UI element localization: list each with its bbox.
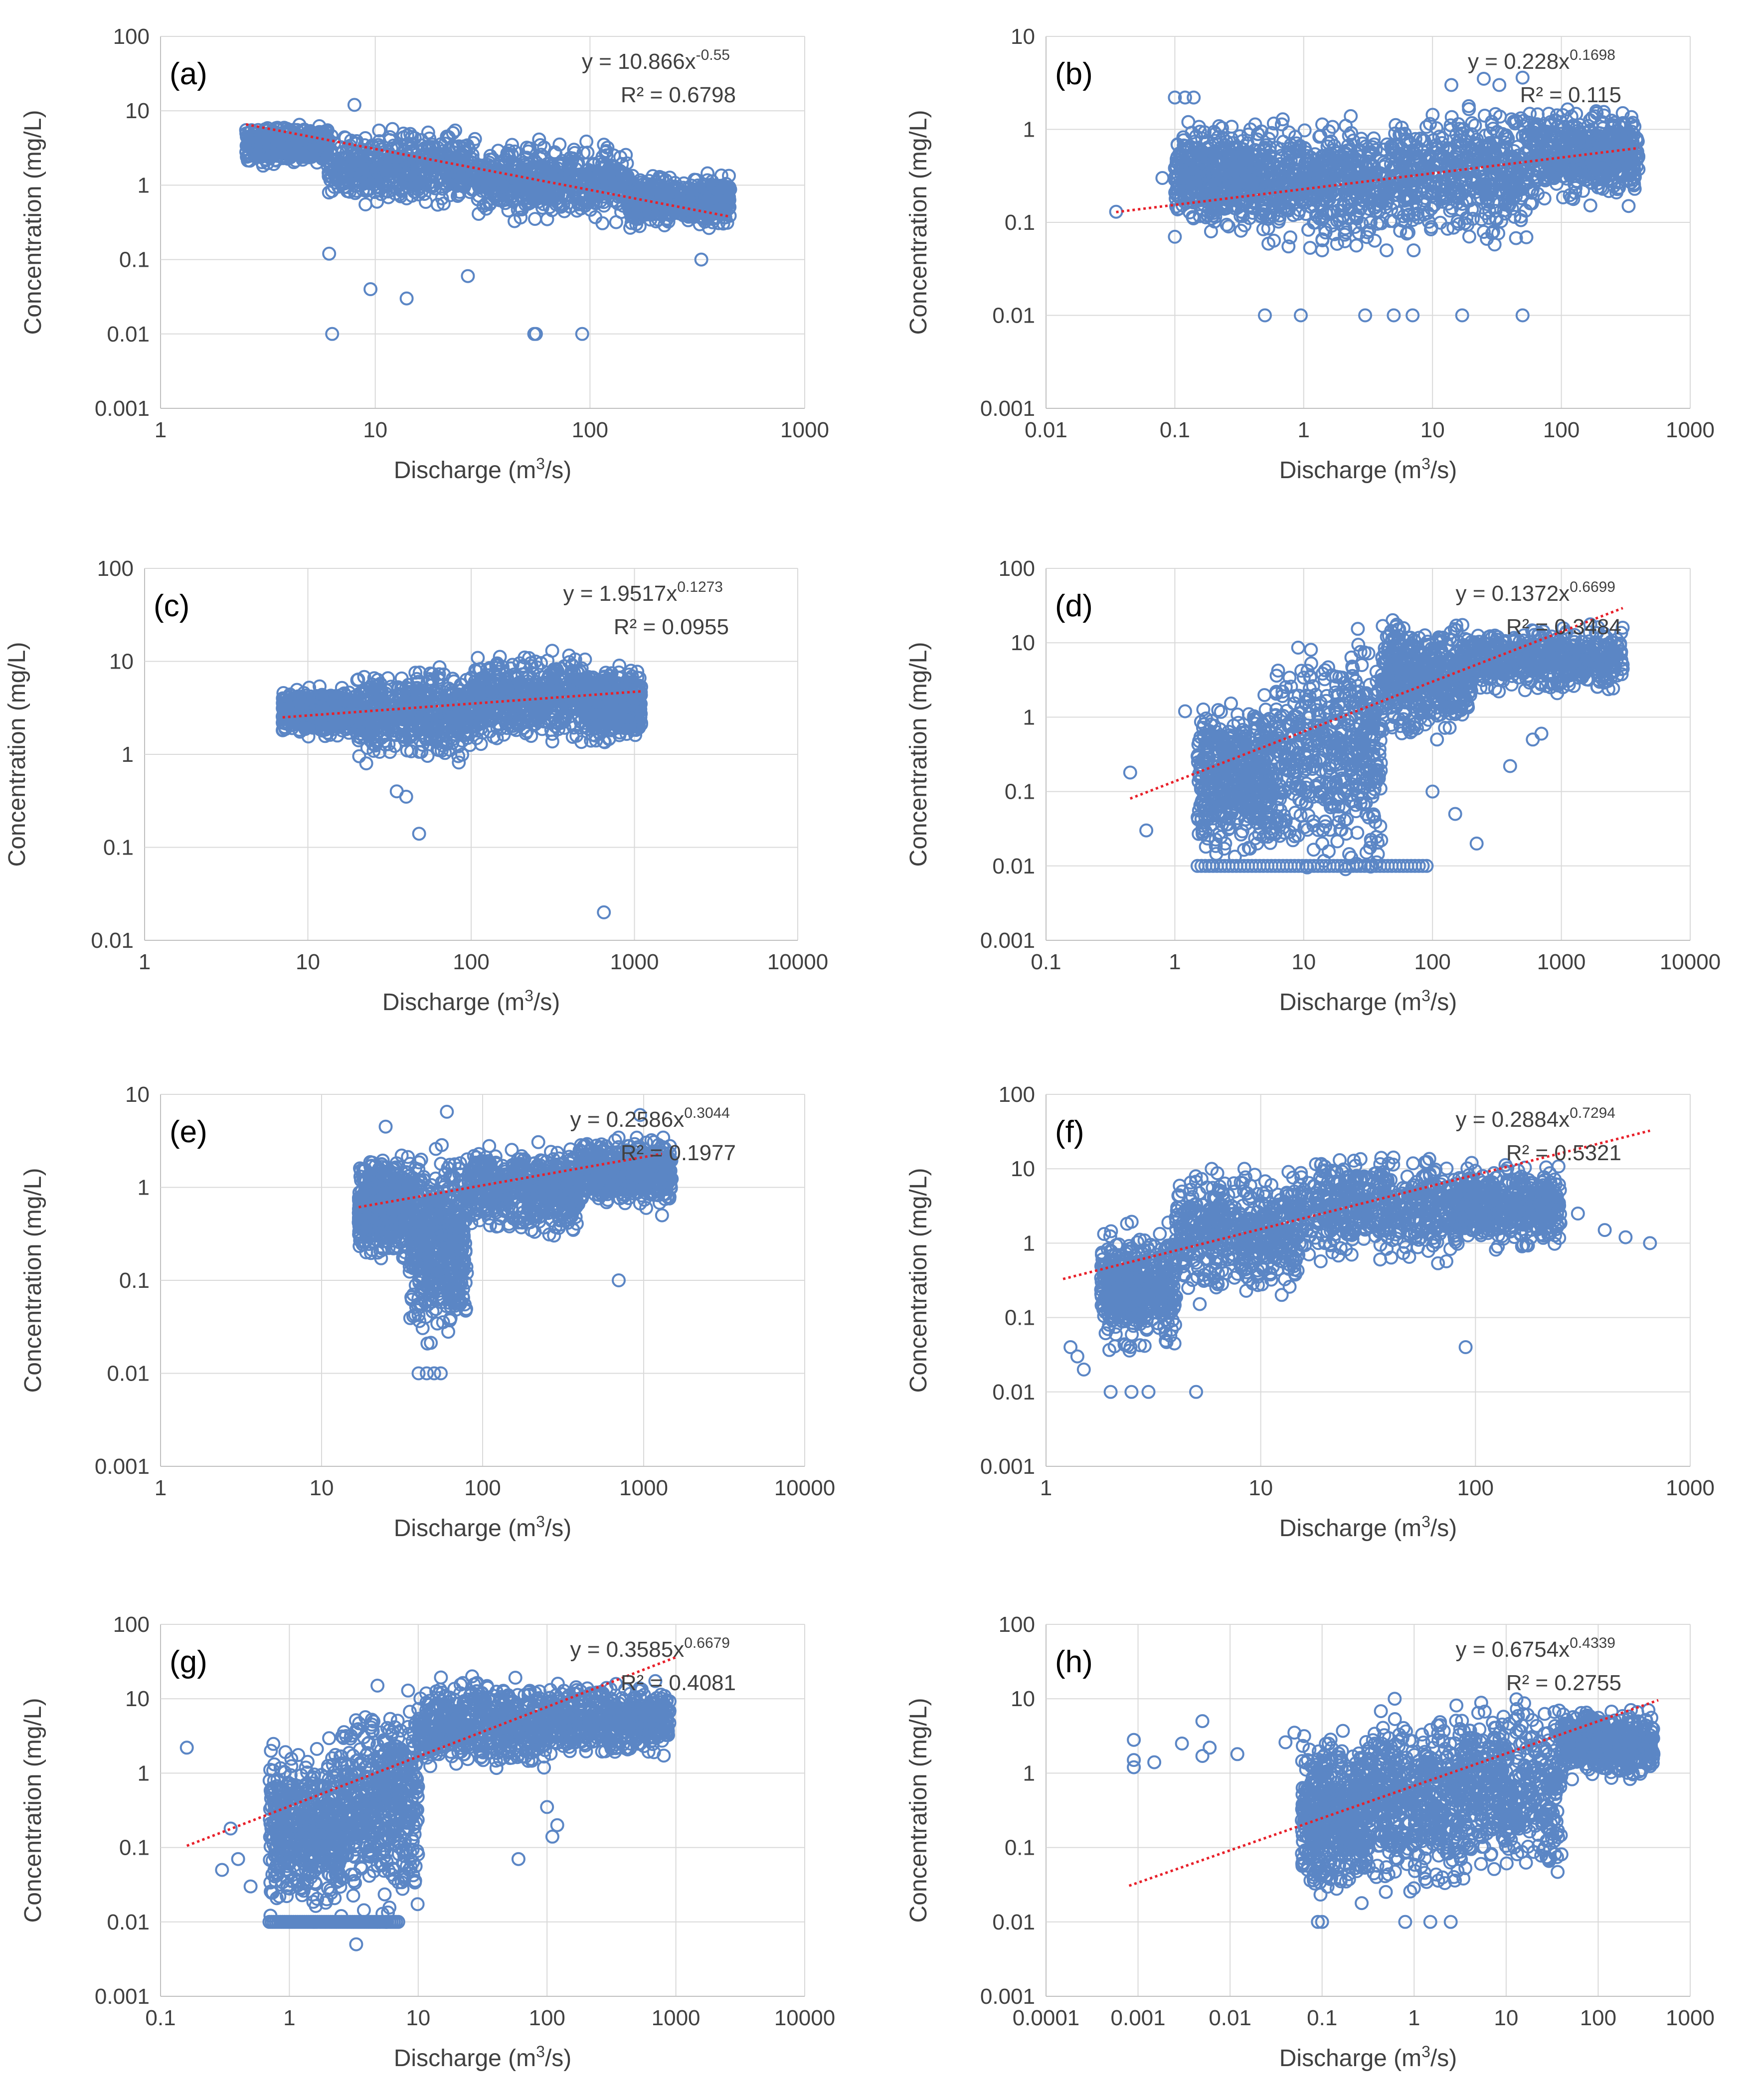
x-axis-label-tail: /s) — [533, 989, 560, 1016]
data-point — [1583, 198, 1597, 213]
data-point — [358, 197, 373, 211]
y-tick-label: 10 — [1011, 24, 1035, 49]
r-squared-label: R² = 0.115 — [1520, 83, 1621, 107]
y-tick-label: 10 — [125, 99, 150, 123]
y-tick-label: 0.01 — [91, 928, 134, 953]
x-tick-label: 100 — [453, 950, 489, 974]
y-tick-label: 0.001 — [980, 396, 1035, 421]
x-axis-label-text: Discharge (m — [1279, 457, 1421, 484]
y-tick-label: 0.1 — [119, 248, 150, 272]
x-axis-label-text: Discharge (m — [394, 457, 536, 484]
data-point — [347, 98, 361, 112]
data-point — [1462, 229, 1476, 244]
data-point — [1406, 243, 1421, 258]
equation-text: y = 0.228x — [1468, 49, 1570, 74]
x-axis-label-tail: /s) — [1430, 457, 1457, 484]
x-tick-label: 10000 — [767, 950, 828, 974]
data-point — [1187, 90, 1201, 105]
x-tick-label: 0.1 — [1160, 418, 1190, 442]
x-tick-label: 1 — [155, 418, 167, 442]
y-tick-label: 0.01 — [992, 304, 1035, 328]
data-point — [1380, 243, 1394, 258]
scatter-series — [239, 98, 737, 341]
y-tick-label: 0.1 — [103, 836, 134, 860]
trendline-equation: y = 0.228x0.1698 — [1468, 47, 1615, 74]
x-tick-label: 10 — [1420, 418, 1445, 442]
x-axis-label-sup: 3 — [1421, 455, 1430, 473]
data-point — [461, 269, 475, 283]
x-tick-label: 100 — [572, 418, 608, 442]
equation-exponent: -0.55 — [696, 47, 730, 63]
equation-exponent: 0.1698 — [1570, 47, 1615, 63]
y-axis-label: Concentration (mg/L) — [4, 642, 30, 867]
data-point — [1477, 72, 1491, 86]
trendline-equation: y = 10.866x-0.55 — [582, 47, 730, 74]
x-axis-label-text: Discharge (m — [382, 989, 525, 1016]
y-tick-label: 100 — [97, 556, 134, 581]
x-axis-label: Discharge (m3/s) — [1279, 455, 1457, 484]
data-point — [385, 122, 400, 136]
y-axis-label: Concentration (mg/L) — [905, 110, 932, 335]
data-point — [1181, 115, 1196, 129]
data-point — [359, 756, 373, 771]
x-tick-label: 10 — [296, 950, 320, 974]
x-axis-label-sup: 3 — [525, 987, 533, 1005]
y-tick-label: 1 — [122, 742, 134, 767]
x-tick-label: 1000 — [780, 418, 829, 442]
data-point — [1155, 171, 1170, 185]
data-point — [1621, 199, 1636, 213]
x-tick-label: 0.01 — [1025, 418, 1067, 442]
x-tick-label: 100 — [1543, 418, 1580, 442]
data-point — [1492, 78, 1507, 92]
y-tick-label: 1 — [1023, 118, 1035, 142]
x-tick-label: 1 — [1298, 418, 1310, 442]
data-point — [399, 291, 414, 306]
data-point — [1349, 238, 1364, 253]
y-tick-label: 0.001 — [95, 396, 150, 421]
data-point — [1303, 241, 1317, 255]
panel-label: (b) — [1055, 57, 1093, 91]
data-point — [1444, 78, 1458, 92]
x-axis-label-tail: /s) — [545, 457, 571, 484]
data-point — [363, 282, 378, 296]
data-point — [528, 212, 542, 226]
panel-label: (a) — [170, 57, 207, 91]
data-point — [322, 246, 337, 261]
x-tick-label: 1000 — [1666, 418, 1715, 442]
data-point — [1297, 123, 1312, 138]
y-tick-label: 0.01 — [107, 322, 150, 347]
y-tick-label: 10 — [109, 650, 134, 674]
y-axis-label: Concentration (mg/L) — [20, 110, 46, 335]
x-axis-label-sup: 3 — [536, 455, 545, 473]
panel-b: 0.01 0.1 1 10 100 10000.0010.010.1110Discharg… — [905, 24, 1715, 484]
r-squared-label: R² = 0.6798 — [621, 83, 736, 107]
y-tick-label: 1 — [138, 173, 150, 197]
scatter-series — [275, 644, 648, 919]
x-axis-label: Discharge (m3/s) — [382, 987, 560, 1016]
data-point — [419, 195, 433, 209]
x-axis-label: Discharge (m3/s) — [394, 455, 572, 484]
equation-text: y = 10.866x — [582, 49, 696, 74]
scatter-series — [1109, 70, 1646, 323]
y-tick-label: 100 — [113, 24, 150, 49]
x-tick-label: 1 — [139, 950, 151, 974]
x-tick-label: 1000 — [610, 950, 659, 974]
y-tick-label: 0.1 — [1005, 210, 1035, 235]
x-tick-label: 10 — [363, 418, 387, 442]
panel-c: 1 10 100 1000 10000 0.01 0.1 1 10 100 Discharge (m… — [4, 556, 828, 1016]
